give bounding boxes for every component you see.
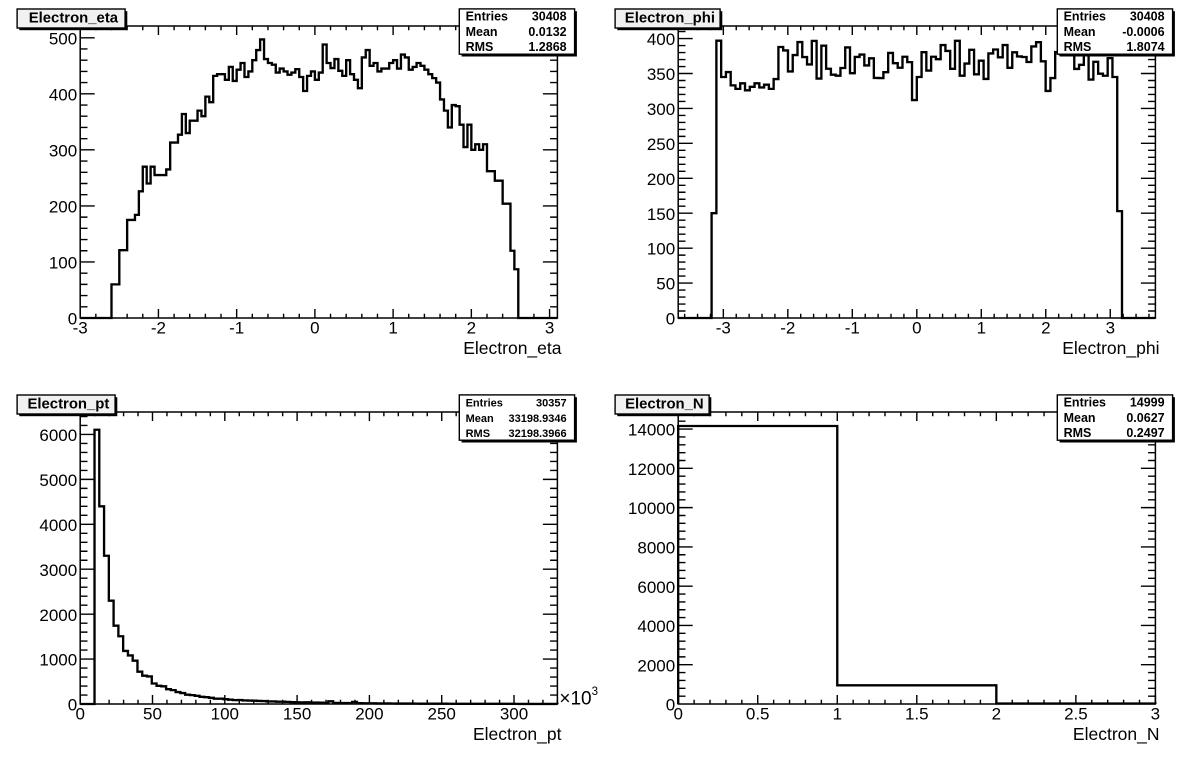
svg-text:Mean: Mean (1064, 25, 1096, 39)
svg-text:500: 500 (49, 29, 77, 48)
svg-text:Mean: Mean (466, 413, 494, 425)
svg-text:33198.9346: 33198.9346 (508, 413, 566, 425)
svg-text:Electron_eta: Electron_eta (463, 338, 562, 359)
svg-text:50: 50 (143, 705, 162, 724)
svg-text:-1: -1 (229, 319, 244, 338)
svg-text:1000: 1000 (39, 651, 77, 670)
svg-text:Entries: Entries (1064, 10, 1106, 24)
svg-text:32198.3966: 32198.3966 (508, 428, 566, 440)
svg-text:250: 250 (647, 135, 675, 154)
svg-text:Entries: Entries (1064, 396, 1106, 410)
svg-text:3: 3 (545, 319, 554, 338)
svg-text:300: 300 (49, 142, 77, 161)
svg-text:3: 3 (1106, 319, 1115, 338)
svg-text:10000: 10000 (628, 499, 675, 518)
svg-text:150: 150 (647, 205, 675, 224)
svg-text:2.5: 2.5 (1064, 705, 1088, 724)
svg-text:300: 300 (647, 100, 675, 119)
svg-text:2: 2 (467, 319, 476, 338)
svg-text:3: 3 (1151, 705, 1160, 724)
svg-text:1.2868: 1.2868 (528, 40, 566, 54)
svg-text:14999: 14999 (1130, 396, 1165, 410)
svg-text:-1: -1 (845, 319, 860, 338)
svg-text:300: 300 (500, 705, 528, 724)
svg-text:0: 0 (68, 310, 77, 329)
svg-text:6000: 6000 (637, 578, 675, 597)
svg-text:200: 200 (355, 705, 383, 724)
svg-text:1: 1 (388, 319, 397, 338)
svg-text:1: 1 (977, 319, 986, 338)
svg-text:2: 2 (1041, 319, 1050, 338)
svg-text:200: 200 (647, 170, 675, 189)
svg-text:3000: 3000 (39, 561, 77, 580)
svg-text:100: 100 (211, 705, 239, 724)
svg-text:×103: ×103 (559, 686, 598, 709)
svg-text:RMS: RMS (1064, 426, 1092, 440)
svg-text:0.5: 0.5 (746, 705, 770, 724)
svg-text:50: 50 (656, 275, 675, 294)
svg-text:Electron_eta: Electron_eta (29, 11, 119, 27)
svg-text:0: 0 (310, 319, 319, 338)
svg-text:4000: 4000 (637, 617, 675, 636)
svg-text:30408: 30408 (532, 10, 567, 24)
svg-text:100: 100 (647, 240, 675, 259)
svg-text:-3: -3 (73, 319, 88, 338)
svg-text:Electron_N: Electron_N (1073, 724, 1160, 745)
svg-text:0: 0 (75, 705, 84, 724)
svg-text:-3: -3 (716, 319, 731, 338)
svg-text:-0.0006: -0.0006 (1122, 25, 1164, 39)
svg-text:RMS: RMS (1064, 40, 1092, 54)
svg-text:Entries: Entries (466, 10, 508, 24)
svg-text:0: 0 (666, 696, 675, 715)
svg-text:Electron_pt: Electron_pt (27, 397, 109, 413)
svg-text:0.0627: 0.0627 (1126, 411, 1164, 425)
svg-text:14000: 14000 (628, 421, 675, 440)
svg-text:Electron_N: Electron_N (625, 397, 704, 413)
svg-text:2000: 2000 (637, 656, 675, 675)
svg-text:0: 0 (673, 705, 682, 724)
svg-text:RMS: RMS (466, 40, 494, 54)
svg-text:-2: -2 (151, 319, 166, 338)
svg-text:2: 2 (992, 705, 1001, 724)
svg-text:Electron_phi: Electron_phi (1062, 338, 1159, 359)
svg-text:0: 0 (666, 310, 675, 329)
svg-text:2000: 2000 (39, 606, 77, 625)
svg-text:0: 0 (68, 696, 77, 715)
svg-text:6000: 6000 (39, 426, 77, 445)
svg-text:150: 150 (283, 705, 311, 724)
svg-text:1.5: 1.5 (905, 705, 929, 724)
svg-text:Electron_phi: Electron_phi (625, 11, 715, 27)
svg-text:100: 100 (49, 254, 77, 273)
svg-text:0.0132: 0.0132 (528, 25, 566, 39)
svg-text:12000: 12000 (628, 460, 675, 479)
svg-text:350: 350 (647, 65, 675, 84)
svg-text:0.2497: 0.2497 (1126, 426, 1164, 440)
svg-text:250: 250 (428, 705, 456, 724)
svg-text:4000: 4000 (39, 516, 77, 535)
svg-text:Mean: Mean (1064, 411, 1096, 425)
svg-text:-2: -2 (780, 319, 795, 338)
svg-text:1.8074: 1.8074 (1126, 40, 1164, 54)
svg-text:30357: 30357 (536, 398, 567, 410)
svg-text:8000: 8000 (637, 539, 675, 558)
svg-text:Mean: Mean (466, 25, 498, 39)
svg-text:Electron_pt: Electron_pt (473, 724, 562, 745)
svg-text:RMS: RMS (466, 428, 490, 440)
svg-text:Entries: Entries (466, 398, 503, 410)
svg-text:0: 0 (912, 319, 921, 338)
svg-text:5000: 5000 (39, 471, 77, 490)
svg-text:400: 400 (49, 85, 77, 104)
svg-text:30408: 30408 (1130, 10, 1165, 24)
svg-text:200: 200 (49, 198, 77, 217)
svg-text:400: 400 (647, 30, 675, 49)
svg-text:1: 1 (833, 705, 842, 724)
